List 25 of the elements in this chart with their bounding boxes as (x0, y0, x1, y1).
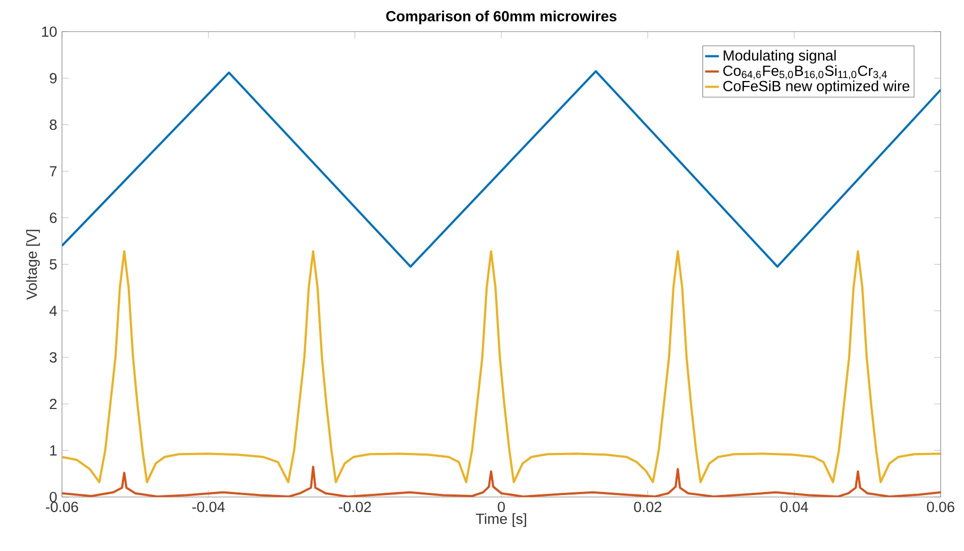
legend-label: Modulating signal (724, 50, 836, 64)
x-tick-label: -0.04 (192, 502, 225, 512)
x-tick-label: 0.06 (926, 502, 954, 512)
y-tick-label: 10 (42, 26, 57, 37)
y-tick-label: 1 (50, 445, 57, 456)
x-tick-label: 0.02 (634, 502, 662, 512)
x-tick-label: -0.06 (46, 502, 78, 512)
y-tick-label: 4 (49, 306, 57, 316)
y-tick-label: 0 (50, 492, 57, 502)
y-tick-label: 5 (50, 259, 57, 270)
x-tick-label: -0.02 (338, 502, 371, 512)
y-tick-label: 3 (50, 352, 57, 363)
y-tick-label: 8 (50, 120, 57, 130)
y-axis-title: Voltage [V] (26, 230, 40, 300)
line-series (62, 466, 941, 497)
y-tick-label: 6 (50, 212, 57, 223)
text: Co$_{64,6}$Fe$_{5,0}$B$_{16,0}$Si$_{11,0}$Cr$_{3,4}$ (723, 65, 887, 80)
x-tick-label: 0 (498, 502, 505, 512)
x-tick-label: 0.04 (780, 502, 808, 512)
y-tick-label: 7 (50, 166, 57, 176)
chart-title: Comparison of 60mm microwires (386, 10, 616, 24)
x-axis-title: Time [s] (476, 513, 526, 527)
y-tick-label: 2 (50, 398, 57, 410)
y-tick-label: 9 (50, 73, 57, 84)
legend-label: CoFeSiB new optimized wire (723, 80, 910, 94)
